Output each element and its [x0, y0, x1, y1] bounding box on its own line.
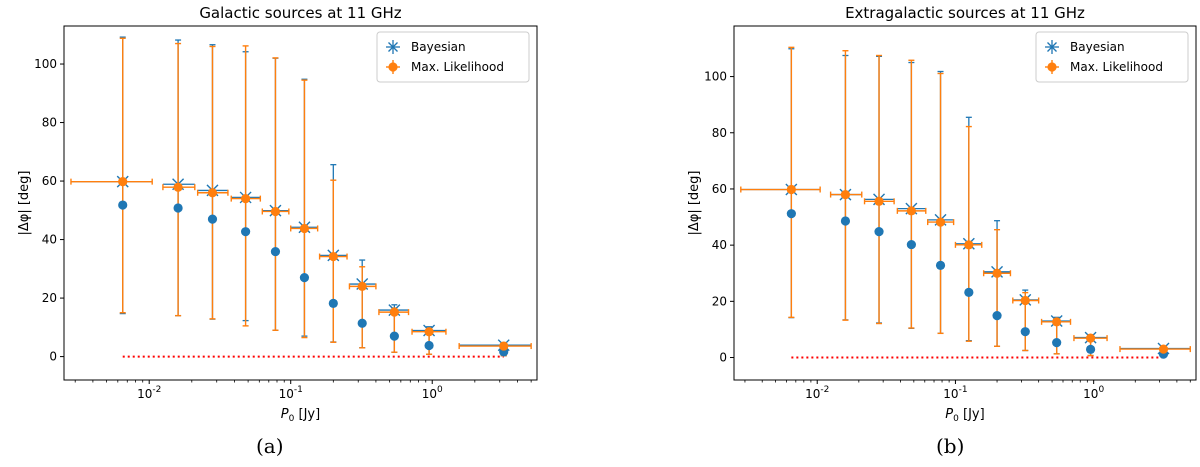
legend-ml-marker	[1047, 62, 1057, 72]
y-tick-label: 80	[712, 126, 727, 140]
ml-marker	[299, 223, 310, 234]
plot-frame	[63, 25, 538, 381]
ml-marker	[786, 184, 796, 195]
y-tick-label: 60	[42, 174, 57, 188]
ml-marker	[424, 327, 434, 337]
y-tick-label: 0	[719, 351, 727, 365]
y-tick-label: 40	[712, 238, 727, 252]
ml-marker	[389, 307, 399, 317]
legend: Bayesian Max. Likelihood	[1035, 31, 1189, 83]
blue-circle-point	[964, 287, 974, 297]
x-tick-label: 10-1	[279, 385, 303, 401]
legend-bayesian-symbol	[388, 42, 398, 52]
ml-marker	[964, 240, 974, 250]
blue-circle-point	[874, 227, 884, 237]
blue-circle-point	[424, 340, 434, 351]
legend-label-ml: Max. Likelihood	[411, 60, 504, 74]
ml-marker	[328, 251, 338, 262]
blue-circle-point	[299, 273, 310, 283]
legend-label-ml: Max. Likelihood	[1070, 60, 1163, 74]
chart-title: Galactic sources at 11 GHz	[199, 4, 401, 22]
legend: Bayesian Max. Likelihood	[376, 31, 530, 83]
blue-circle-point	[992, 311, 1002, 321]
blue-circle-point	[840, 216, 851, 226]
x-tick-label: 10-2	[805, 385, 829, 401]
x-tick-label: 100	[1083, 385, 1104, 401]
caption-a: (a)	[256, 434, 284, 458]
y-tick-label: 20	[42, 291, 57, 305]
ml-marker	[173, 182, 183, 192]
blue-circle-point	[241, 227, 251, 237]
ml-marker	[1020, 295, 1030, 306]
y-tick-label: 0	[49, 350, 57, 364]
legend-label-bayesian: Bayesian	[1070, 40, 1125, 54]
y-axis-label: |Δφ| [deg]	[17, 170, 32, 235]
ml-marker	[906, 206, 916, 216]
ml-marker	[840, 189, 851, 200]
legend-label-bayesian: Bayesian	[411, 40, 466, 54]
plot-frame	[733, 25, 1197, 381]
y-tick-label: 100	[34, 57, 57, 71]
x-tick-label: 100	[422, 385, 443, 401]
ml-marker	[1158, 344, 1169, 354]
blue-circle-point	[1020, 327, 1030, 337]
blue-circle-point	[207, 214, 218, 224]
x-tick-label: 10-2	[137, 385, 161, 401]
ml-marker	[874, 196, 884, 206]
blue-circle-point	[1085, 344, 1096, 354]
y-tick-label: 20	[712, 294, 727, 308]
ml-marker	[1052, 317, 1062, 327]
blue-circle-point	[786, 209, 796, 219]
chart-panel-2: Extragalactic sources at 11 GHz 0 20 40 60 80…	[687, 4, 1197, 424]
blue-circle-point	[328, 298, 338, 308]
y-tick-label: 80	[42, 116, 57, 130]
ml-marker	[241, 194, 251, 204]
y-tick-label: 60	[712, 182, 727, 196]
blue-circle-point	[357, 318, 367, 328]
y-axis-label: |Δφ| [deg]	[687, 170, 702, 235]
y-tick-label: 100	[704, 70, 727, 84]
ml-marker	[357, 281, 367, 291]
ml-marker	[270, 206, 281, 217]
chart-panel-1: Galactic sources at 11 GHz 0 20 40 60 80 100 10…	[17, 4, 538, 424]
chart-title: Extragalactic sources at 11 GHz	[845, 4, 1085, 22]
legend-ml-marker	[388, 62, 398, 72]
blue-circle-point	[1052, 338, 1062, 348]
x-tick-label: 10-1	[943, 385, 967, 401]
ml-marker	[118, 177, 128, 187]
blue-circle-point	[173, 203, 183, 213]
legend-box	[376, 31, 530, 83]
ml-marker	[992, 268, 1002, 278]
legend-box	[1035, 31, 1189, 83]
x-axis-label: P0 [Jy]	[281, 407, 320, 424]
blue-circle-point	[389, 331, 399, 341]
ml-marker	[207, 188, 218, 198]
ml-marker	[1085, 333, 1096, 343]
blue-circle-point	[935, 260, 946, 270]
blue-circle-point	[906, 239, 916, 250]
blue-circle-point	[270, 246, 281, 257]
blue-circle-point	[118, 200, 128, 210]
ml-marker	[935, 217, 946, 227]
y-tick-label: 40	[42, 233, 57, 247]
ml-marker	[499, 341, 509, 351]
legend-bayesian-symbol	[1047, 42, 1057, 52]
x-axis-label: P0 [Jy]	[945, 407, 984, 424]
caption-b: (b)	[936, 434, 965, 458]
